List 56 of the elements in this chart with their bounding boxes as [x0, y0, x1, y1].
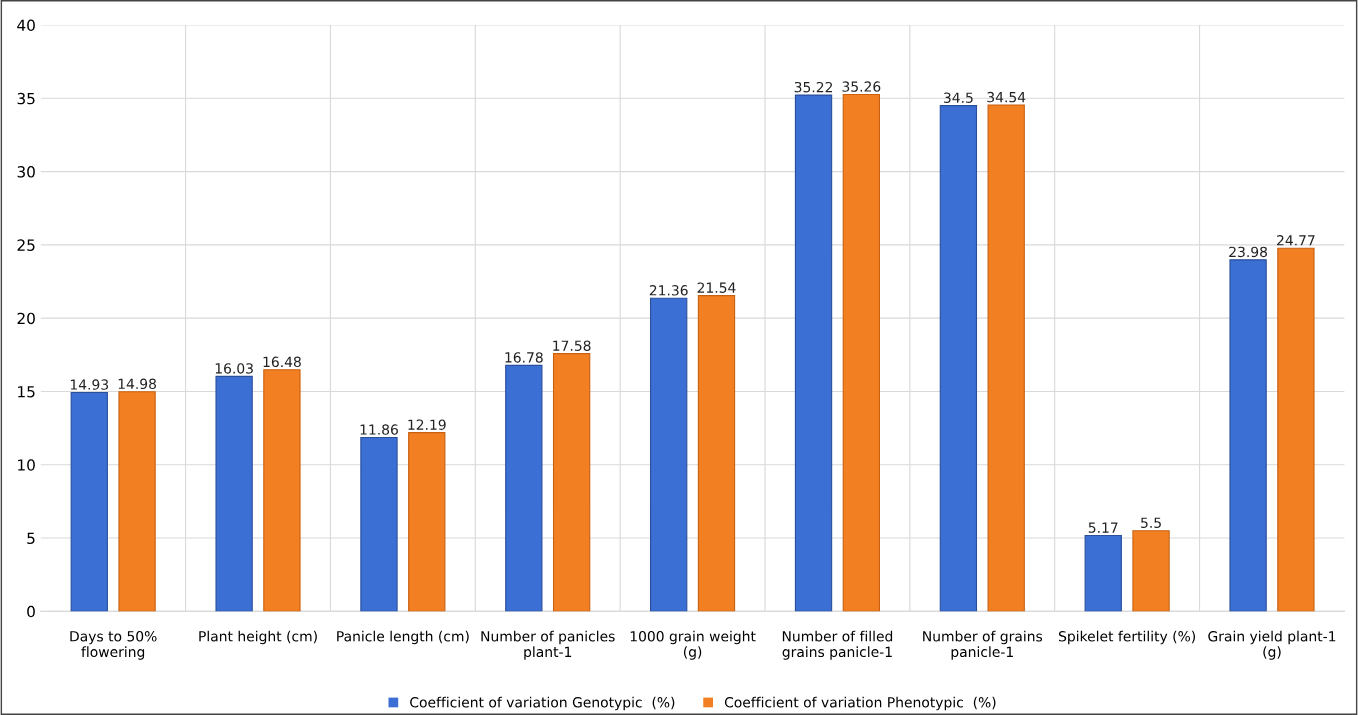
bar: [70, 391, 108, 612]
x-tick-label: 1000 grain weight (g): [630, 630, 756, 660]
data-label: 5.17: [1088, 522, 1118, 533]
x-tick-label: Number of filled grains panicle-1: [782, 630, 893, 660]
y-tick-label: 20: [17, 312, 35, 325]
bar: [1277, 247, 1315, 612]
data-label: 34.5: [943, 92, 973, 103]
data-label: 34.54: [987, 91, 1026, 103]
y-tick-label: 0: [27, 605, 35, 618]
y-tick-label: 5: [27, 532, 35, 545]
bar: [118, 391, 156, 612]
y-tick-label: 30: [17, 166, 35, 178]
data-label: 35.22: [794, 81, 833, 93]
data-label: 12.19: [408, 419, 446, 430]
legend-label: Coefficient of variation Genotypic (%): [410, 696, 675, 711]
y-tick-label: 15: [18, 386, 35, 398]
x-tick-label: Panicle length (cm): [337, 630, 469, 645]
data-label: 23.98: [1229, 246, 1268, 258]
data-label: 16.48: [263, 356, 301, 368]
bar: [263, 369, 301, 612]
bar: [697, 295, 736, 612]
data-label: 5.5: [1141, 517, 1161, 529]
data-label: 17.58: [553, 340, 591, 351]
x-tick-label: Grain yield plant-1 (g): [1208, 630, 1336, 660]
y-tick-label: 25: [17, 239, 35, 251]
bar: [1084, 534, 1122, 612]
bar: [842, 93, 880, 612]
x-tick-label: Number of grains panicle-1: [923, 630, 1043, 660]
x-tick-label: Spikelet fertility (%): [1059, 630, 1196, 645]
bar: [1132, 530, 1170, 612]
data-label: 11.86: [360, 424, 398, 435]
data-label: 21.54: [697, 282, 736, 293]
bar: [1229, 259, 1267, 612]
x-tick-label: Plant height (cm): [199, 630, 317, 645]
bar: [650, 297, 688, 612]
data-label: 14.93: [70, 379, 109, 390]
legend-label: Coefficient of variation Phenotypic (%): [724, 696, 996, 711]
x-tick-label: Days to 50% flowering: [70, 631, 157, 660]
data-label: 21.36: [649, 285, 688, 296]
data-label: 16.78: [505, 352, 543, 363]
bar: [215, 375, 253, 612]
bar: [360, 436, 398, 612]
bar: [552, 353, 591, 612]
bar: [987, 104, 1025, 612]
x-tick-label: Number of panicles plant-1: [481, 630, 615, 660]
y-tick-label: 10: [18, 459, 35, 471]
data-label: 35.26: [842, 81, 881, 92]
data-label: 24.77: [1277, 235, 1315, 246]
y-tick-label: 40: [17, 19, 35, 32]
data-label: 16.03: [215, 363, 253, 374]
bar: [939, 105, 978, 612]
y-tick-label: 35: [17, 92, 35, 105]
bar: [794, 94, 833, 612]
bar: [505, 364, 543, 612]
bar: [408, 432, 446, 612]
data-label: 14.98: [118, 378, 156, 390]
